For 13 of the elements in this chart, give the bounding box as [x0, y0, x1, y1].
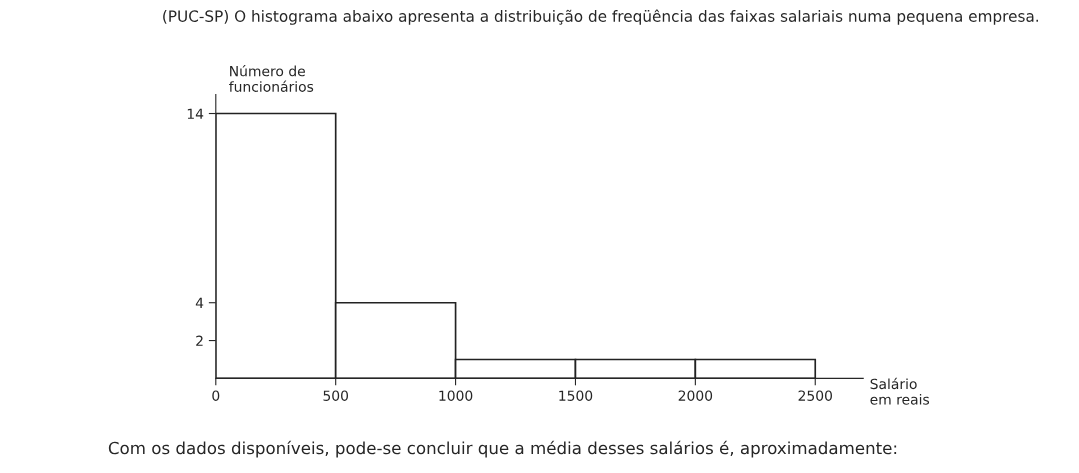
x-tick-label: 500 [323, 390, 349, 401]
x-tick-label: 1000 [439, 390, 473, 401]
chart-title: (PUC-SP) O histograma abaixo apresenta a distribuição de freqüência das faixas salariais numa pequena empresa. [163, 9, 1039, 25]
x-axis-title: Salário em reais [870, 377, 930, 405]
y-tick-label: 14 [187, 108, 204, 119]
x-tick-label: 0 [212, 390, 220, 401]
y-axis-title: Número de funcionários [229, 65, 314, 92]
x-tick-label: 1500 [559, 390, 593, 401]
x-tick-label: 2000 [678, 390, 713, 401]
x-tick-label: 2500 [798, 390, 832, 401]
y-tick-label: 4 [195, 297, 204, 308]
text: Com os dados disponíveis, pode-se concluir que a média desses salários é, aproximadamente: [108, 440, 897, 458]
y-tick-label: 2 [196, 335, 203, 346]
